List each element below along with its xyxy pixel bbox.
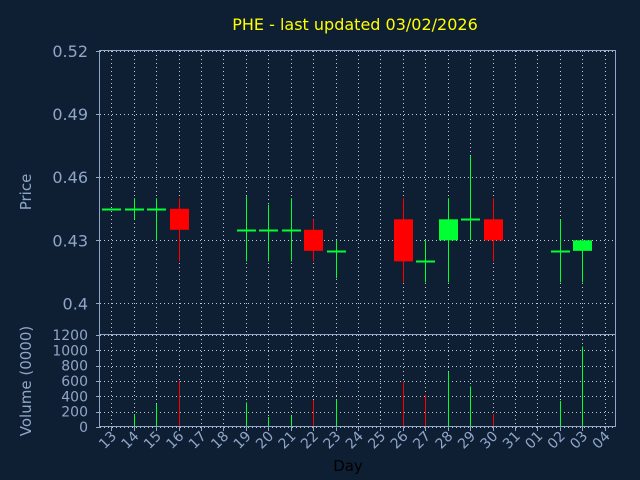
day-tick-label: 18 [208, 429, 232, 453]
price-tick-label: 0.49 [52, 105, 88, 124]
day-tick-label: 31 [500, 429, 524, 453]
volume-tick-label: 400 [61, 389, 88, 405]
price-grid [100, 51, 616, 335]
candle-body [484, 219, 503, 241]
day-tick-label: 14 [119, 428, 143, 452]
volume-tick-label: 200 [61, 405, 88, 421]
day-tick-label: 04 [590, 428, 614, 452]
day-tick-label: 13 [96, 429, 120, 453]
day-tick-label: 17 [186, 429, 210, 453]
candle-body [170, 208, 189, 230]
day-tick-label: 03 [567, 429, 591, 453]
candle-body [439, 219, 458, 241]
day-tick-label: 27 [410, 429, 434, 453]
day-tick-label: 01 [522, 429, 546, 453]
price-tick-label: 0.52 [52, 42, 88, 61]
volume-tick-label: 1000 [52, 343, 88, 359]
candle-body [304, 229, 323, 251]
day-tick-label: 28 [433, 429, 457, 453]
day-tick-label: 19 [231, 429, 255, 453]
day-tick-label: 25 [365, 429, 389, 453]
price-panel-frame [99, 50, 616, 335]
price-y-axis: 0.52 0.49 0.46 0.43 0.4 [52, 42, 100, 313]
day-tick-label: 21 [276, 429, 300, 453]
day-x-axis: 1314151617181920212223242526272829303101… [96, 427, 614, 452]
volume-panel-frame [99, 334, 616, 427]
day-tick-label: 23 [320, 429, 344, 453]
volume-tick-label: 800 [61, 359, 88, 375]
day-tick-label: 02 [545, 429, 569, 453]
candle-body [394, 219, 413, 262]
candle-body [573, 240, 592, 251]
volume-tick-label: 0 [79, 420, 88, 436]
volume-axis-label: Volume (0000) [17, 326, 35, 436]
price-tick-label: 0.4 [63, 294, 88, 313]
day-tick-label: 20 [253, 429, 277, 453]
price-tick-label: 0.43 [52, 231, 88, 250]
x-axis-label: Day [333, 457, 363, 475]
day-tick-label: 26 [388, 428, 412, 452]
day-tick-label: 22 [298, 429, 322, 453]
volume-tick-label: 1200 [52, 328, 88, 344]
volume-grid [100, 335, 616, 428]
volume-tick-label: 600 [61, 374, 88, 390]
day-tick-label: 30 [478, 429, 502, 453]
price-tick-label: 0.46 [52, 168, 88, 187]
day-tick-label: 29 [455, 429, 479, 453]
day-tick-label: 16 [163, 428, 187, 452]
volume-bars [134, 346, 583, 427]
price-axis-label: Price [17, 174, 35, 211]
day-tick-label: 15 [141, 429, 165, 453]
day-tick-label: 24 [343, 428, 367, 452]
price-candles [102, 156, 592, 283]
chart-title: PHE - last updated 03/02/2026 [232, 15, 478, 34]
